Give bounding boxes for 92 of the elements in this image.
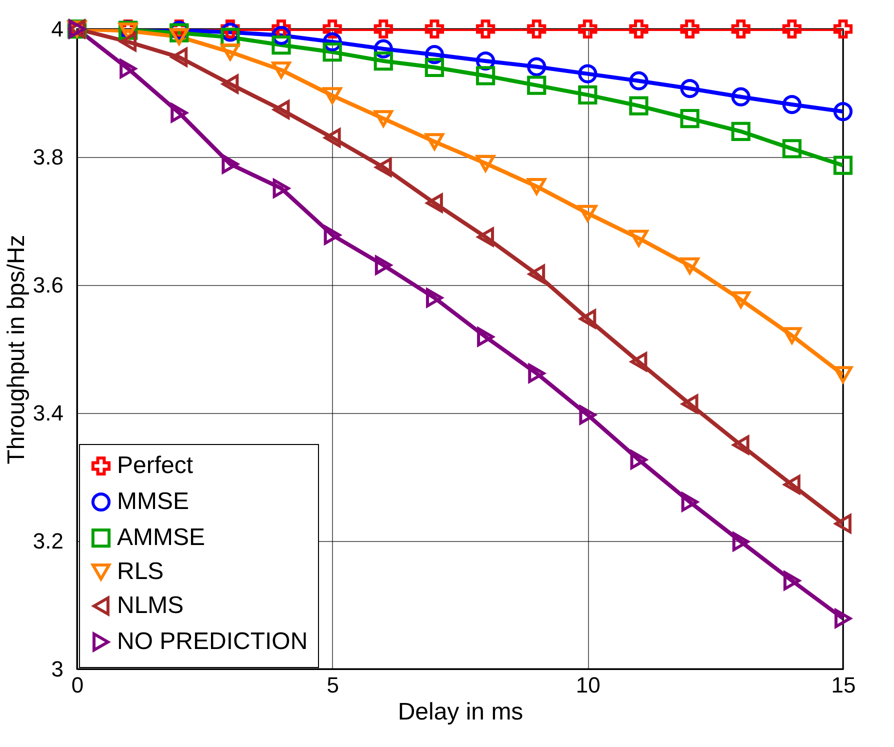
point	[374, 51, 393, 71]
y-tick-label: 3.4	[32, 400, 64, 426]
y-tick-label: 4	[51, 16, 64, 42]
point	[680, 19, 700, 39]
point	[170, 103, 188, 122]
point	[731, 291, 750, 308]
legend-label: Perfect	[117, 452, 194, 479]
point	[322, 87, 342, 104]
x-tick-label: 5	[326, 672, 339, 698]
point	[324, 128, 341, 148]
x-tick-label: 10	[576, 672, 600, 698]
point	[374, 19, 393, 39]
point	[527, 57, 546, 76]
point	[833, 19, 853, 39]
point	[220, 44, 240, 61]
point	[782, 327, 802, 344]
point	[426, 194, 443, 213]
point	[834, 514, 852, 534]
point	[374, 256, 392, 275]
point	[578, 64, 598, 84]
point	[322, 19, 342, 39]
point	[782, 94, 802, 114]
point	[476, 19, 496, 39]
point	[681, 492, 698, 512]
point	[324, 226, 341, 245]
point	[272, 35, 291, 55]
point	[833, 156, 853, 175]
legend-label: NLMS	[117, 592, 184, 619]
point	[222, 74, 239, 94]
point	[782, 139, 802, 158]
legend-label: NO PREDICTION	[117, 628, 308, 655]
y-tick-label: 3.2	[32, 528, 64, 554]
point	[424, 58, 444, 77]
point	[477, 227, 494, 247]
y-tick-label: 3.6	[32, 272, 64, 298]
point	[374, 110, 393, 128]
point	[426, 288, 443, 308]
point	[680, 78, 700, 98]
point	[681, 394, 698, 414]
point	[578, 204, 598, 222]
point	[629, 19, 648, 39]
point	[476, 66, 496, 86]
point	[222, 154, 239, 174]
point	[579, 309, 596, 328]
point	[629, 230, 648, 247]
point	[680, 257, 700, 274]
point	[833, 102, 853, 122]
point	[630, 352, 648, 372]
point	[527, 178, 546, 195]
y-axis-title: Throughput in bps/Hz	[2, 234, 30, 464]
point	[272, 100, 290, 120]
point	[833, 366, 853, 384]
point	[272, 178, 290, 198]
point	[578, 19, 598, 39]
point	[527, 19, 546, 39]
point	[424, 133, 444, 150]
point	[731, 19, 750, 39]
point	[731, 122, 750, 141]
point	[783, 475, 800, 494]
point	[374, 158, 392, 177]
x-tick-label: 0	[71, 672, 84, 698]
point	[527, 76, 546, 95]
point	[120, 32, 137, 52]
point	[424, 19, 444, 39]
point	[578, 85, 598, 104]
point	[630, 450, 648, 470]
x-tick-label: 15	[831, 672, 856, 698]
point	[579, 405, 596, 424]
point	[680, 109, 700, 128]
y-tick-label: 3.8	[32, 144, 64, 170]
x-axis-title: Delay in ms	[398, 698, 524, 726]
point	[782, 19, 802, 39]
point	[170, 48, 188, 67]
point	[528, 364, 546, 383]
point	[732, 532, 750, 552]
legend-label: RLS	[117, 558, 164, 585]
point	[170, 28, 189, 46]
point	[834, 608, 852, 628]
point	[322, 42, 342, 62]
legend-label: MMSE	[117, 488, 189, 515]
point	[629, 71, 648, 90]
point	[783, 571, 800, 590]
point	[477, 327, 494, 346]
point	[120, 59, 137, 78]
y-tick-label: 3	[51, 656, 64, 682]
point	[732, 435, 750, 455]
point	[528, 264, 546, 284]
point	[272, 61, 291, 78]
point	[476, 154, 496, 172]
point	[629, 96, 648, 116]
legend-label: AMMSE	[117, 524, 206, 551]
point	[731, 87, 750, 106]
